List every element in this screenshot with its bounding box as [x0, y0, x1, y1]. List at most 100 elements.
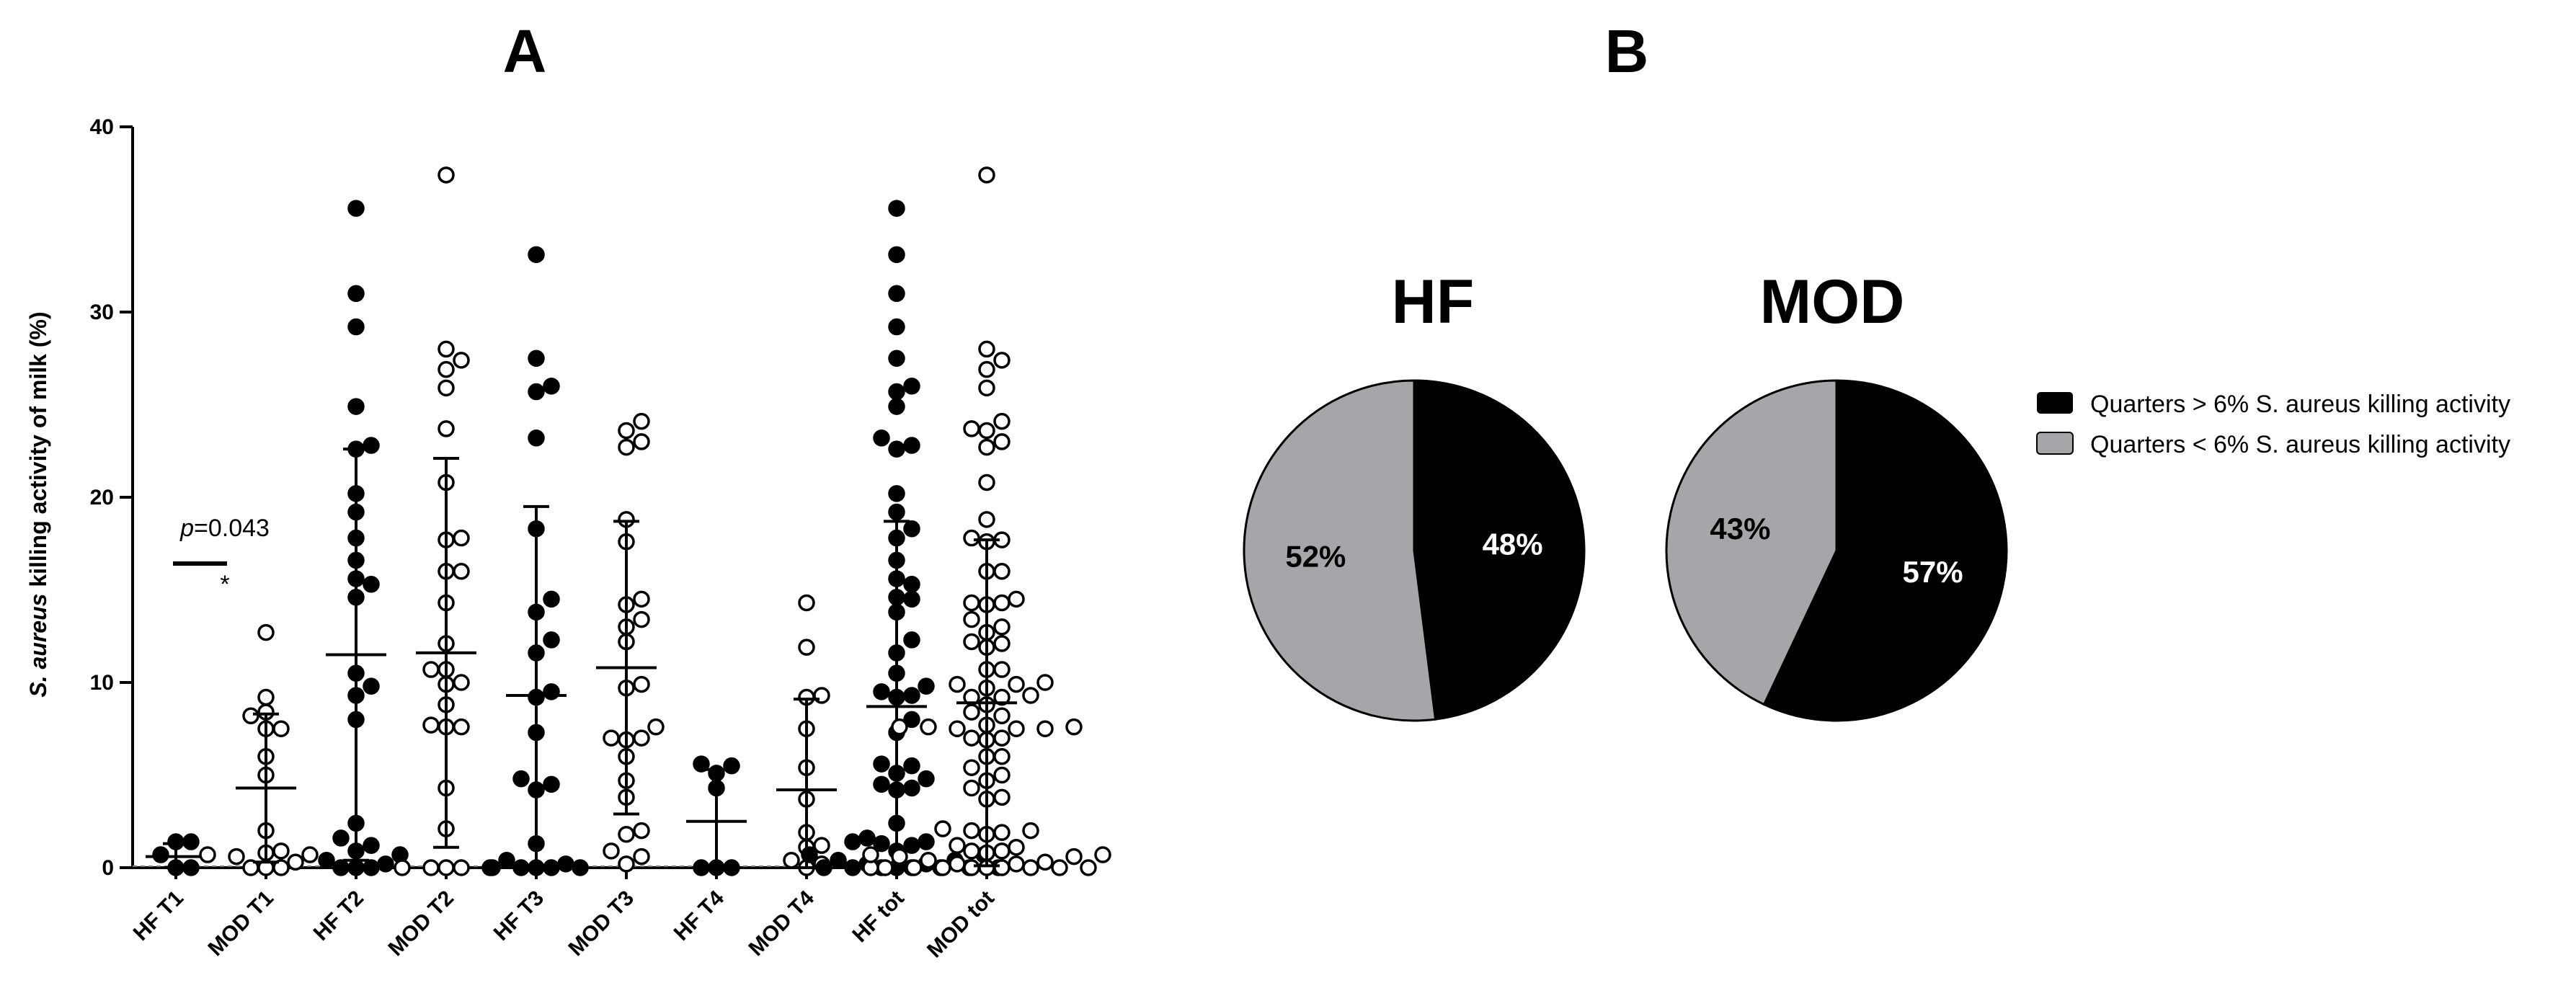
point-hf-t2-25 — [347, 285, 365, 303]
point-mod-tot-76 — [993, 433, 1011, 450]
point-mod-tot-37 — [993, 729, 1011, 747]
significance-star: * — [220, 571, 229, 598]
y-tick-label-0: 0 — [102, 856, 114, 880]
point-hf-tot-17 — [918, 833, 935, 850]
point-hf-t1-2 — [152, 846, 169, 863]
x-label-hf-t1: HF T1 — [129, 886, 188, 946]
point-hf-tot-29 — [903, 711, 920, 729]
point-hf-t3-5 — [557, 855, 574, 873]
x-label-hf-t3: HF T3 — [489, 886, 548, 946]
pie-mod-label-1: 43% — [1710, 512, 1770, 546]
point-mod-t3-10 — [603, 729, 620, 747]
point-hf-t2-0 — [347, 859, 365, 876]
point-mod-t2-25 — [453, 352, 470, 369]
y-tick-label-30: 30 — [90, 301, 114, 324]
point-mod-tot-22 — [949, 837, 966, 854]
pie-mod-slice-0 — [1762, 379, 2008, 722]
point-hf-t3-4 — [484, 859, 501, 876]
x-label-mod-t4: MOD T4 — [744, 886, 819, 961]
point-hf-tot-26 — [903, 757, 920, 775]
point-mod-tot-3 — [1022, 859, 1039, 876]
point-mod-tot-39 — [1008, 720, 1025, 737]
point-hf-tot-55 — [888, 285, 905, 303]
point-mod-tot-27 — [934, 820, 951, 837]
point-mod-t2-27 — [438, 166, 455, 184]
point-mod-tot-6 — [905, 859, 923, 876]
point-mod-tot-30 — [963, 779, 980, 797]
point-mod-t2-14 — [422, 661, 440, 678]
point-mod-tot-81 — [978, 360, 995, 378]
pie-hf-slice-0 — [1413, 379, 1586, 721]
point-hf-tot-11 — [830, 851, 847, 869]
point-mod-t3-18 — [633, 590, 650, 608]
point-mod-tot-78 — [963, 420, 980, 437]
point-mod-tot-84 — [978, 166, 995, 184]
point-hf-tot-56 — [888, 246, 905, 264]
point-hf-t3-3 — [572, 859, 589, 876]
point-mod-tot-43 — [1065, 718, 1083, 736]
point-mod-t2-9 — [422, 716, 440, 734]
point-mod-tot-44 — [891, 718, 908, 736]
point-hf-tot-6 — [815, 859, 832, 876]
point-mod-tot-69 — [993, 563, 1011, 580]
point-hf-tot-33 — [918, 677, 935, 695]
pie-hf-label-1: 52% — [1285, 540, 1346, 574]
point-mod-t4-4 — [813, 837, 830, 854]
point-mod-tot-1 — [993, 859, 1011, 876]
point-hf-t3-23 — [528, 246, 545, 264]
pie-mod-label-0: 57% — [1903, 555, 1963, 589]
point-mod-tot-66 — [963, 594, 980, 612]
point-mod-t2-12 — [453, 674, 470, 691]
point-mod-t2-24 — [438, 360, 455, 378]
point-mod-tot-21 — [1008, 838, 1025, 856]
point-mod-t3-13 — [633, 675, 650, 693]
point-mod-t4-11 — [798, 639, 815, 656]
point-mod-tot-33 — [963, 759, 980, 776]
point-mod-tot-47 — [963, 703, 980, 721]
point-hf-tot-4 — [844, 859, 861, 876]
point-mod-t3-24 — [633, 412, 650, 430]
point-hf-tot-46 — [888, 485, 905, 502]
point-mod-t2-4 — [394, 859, 411, 876]
point-mod-tot-73 — [978, 511, 995, 528]
point-hf-tot-19 — [858, 829, 876, 847]
x-label-mod-t2: MOD T2 — [383, 886, 458, 961]
point-mod-tot-16 — [1094, 846, 1111, 863]
point-mod-tot-41 — [1036, 720, 1054, 737]
pie-hf-title: HF — [1392, 267, 1475, 337]
point-mod-t4-2 — [783, 851, 800, 869]
point-mod-tot-20 — [963, 842, 980, 860]
point-mod-t3-9 — [633, 729, 650, 747]
point-hf-tot-24 — [918, 770, 935, 788]
point-hf-t3-15 — [543, 631, 560, 649]
point-hf-t3-19 — [528, 430, 545, 447]
point-hf-tot-13 — [801, 846, 818, 863]
point-hf-t4-6 — [693, 755, 710, 773]
point-mod-tot-77 — [978, 422, 995, 440]
point-mod-t1-14 — [242, 707, 259, 725]
point-mod-tot-25 — [963, 822, 980, 840]
point-hf-t2-1 — [363, 859, 380, 876]
point-mod-t2-22 — [438, 420, 455, 437]
point-hf-t2-12 — [363, 677, 380, 695]
point-hf-t3-20 — [528, 383, 545, 401]
point-hf-tot-44 — [903, 520, 920, 538]
point-mod-tot-63 — [963, 610, 980, 628]
pie-charts: 48% 52% 57% 43% — [1243, 379, 2008, 722]
point-mod-tot-49 — [993, 688, 1011, 706]
point-mod-tot-35 — [993, 748, 1011, 765]
point-mod-t3-21 — [618, 438, 635, 456]
point-mod-tot-4 — [934, 859, 951, 876]
point-hf-tot-18 — [844, 833, 861, 850]
point-mod-t2-23 — [438, 379, 455, 397]
point-mod-t2-8 — [453, 718, 470, 736]
point-hf-t2-8 — [332, 829, 350, 847]
point-hf-tot-53 — [888, 350, 905, 367]
point-mod-t2-20 — [453, 529, 470, 547]
point-hf-t3-6 — [498, 851, 515, 869]
pie-mod-slice-1 — [1665, 379, 1838, 706]
point-mod-t3-22 — [633, 433, 650, 450]
point-mod-tot-80 — [978, 379, 995, 397]
point-mod-t1-2 — [242, 859, 259, 876]
